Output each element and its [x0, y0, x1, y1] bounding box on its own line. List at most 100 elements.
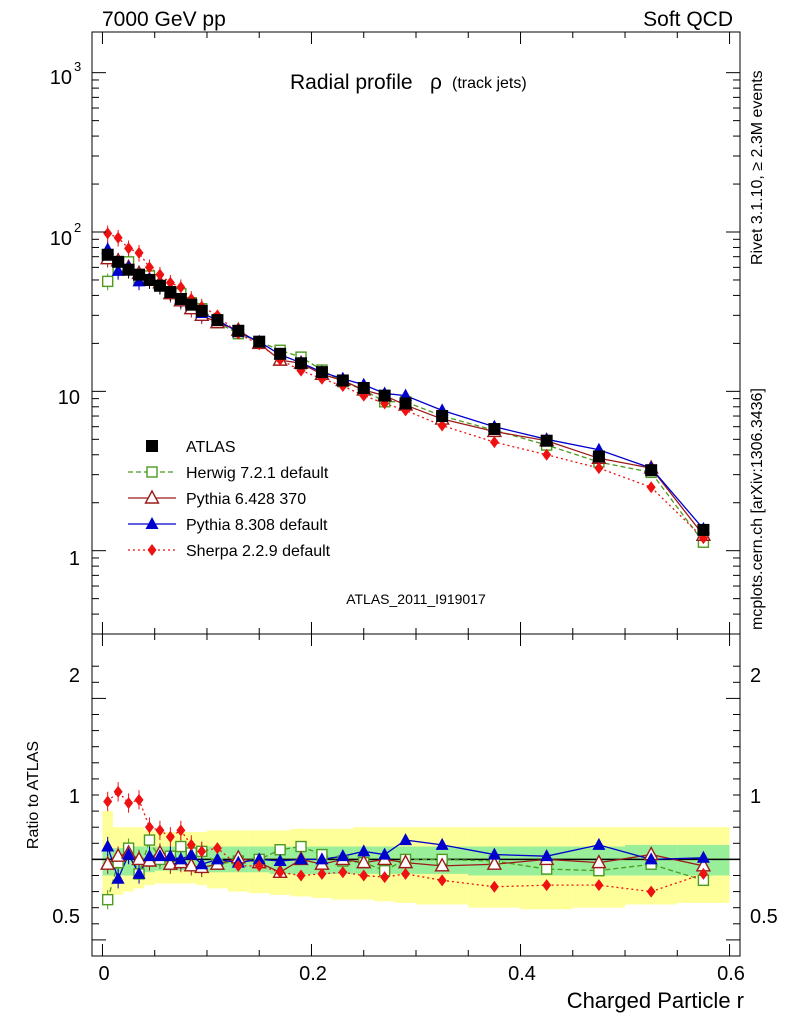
point-sherpa-2-2-9-default-3 [134, 246, 144, 259]
ratio-point-sherpa-2-2-9-default-25 [698, 867, 708, 880]
ratio-point-sherpa-2-2-9-default-2 [124, 797, 134, 810]
legend-label-sherpa: Sherpa 2.2.9 default [186, 543, 331, 560]
chart-title: Radial profile [290, 71, 413, 94]
point-sherpa-2-2-9-default-22 [542, 448, 552, 461]
ratio-point-herwig-7-2-1-default-4 [143, 834, 156, 846]
point-atlas-1 [112, 255, 125, 268]
x-axis-label: Charged Particle r [567, 988, 744, 1013]
ratio-point-pythia-8-308-default-16 [336, 849, 350, 862]
ratio-point-pythia-8-308-default-20 [435, 837, 449, 850]
ratio-point-pythia-8-308-default-7 [174, 852, 188, 865]
ratio-point-sherpa-2-2-9-default-7 [176, 824, 186, 837]
ratio-point-pythia-8-308-default-1 [111, 871, 125, 884]
y-tick-label-1000-exp: 3 [74, 59, 81, 74]
y-tick-label-100-exp: 2 [74, 220, 81, 235]
legend-label-pythia8: Pythia 8.308 default [186, 517, 328, 534]
legend-marker-sherpa-2-2-9-default [147, 544, 157, 556]
point-sherpa-2-2-9-default-21 [489, 436, 499, 449]
ratio-tick-label-1-right: 1 [750, 786, 761, 808]
legend-marker-pythia-8-308-default [145, 517, 159, 529]
ratio-point-pythia-8-308-default-6 [163, 849, 177, 862]
point-atlas-11 [232, 324, 245, 337]
ratio-point-sherpa-2-2-9-default-10 [212, 842, 222, 855]
ratio-point-sherpa-2-2-9-default-5 [155, 824, 165, 837]
point-sherpa-2-2-9-default-1 [113, 231, 123, 244]
ratio-point-pythia-8-308-default-0 [101, 839, 115, 852]
point-atlas-18 [378, 389, 391, 402]
ratio-tick-label-0.5-right: 0.5 [750, 906, 778, 928]
ratio-point-herwig-7-2-1-default-22 [540, 863, 553, 875]
ratio-point-pythia-6-428-370-8 [183, 857, 199, 872]
ratio-point-sherpa-2-2-9-default-4 [144, 821, 154, 834]
ratio-point-sherpa-2-2-9-default-20 [437, 874, 447, 887]
ratio-point-pythia-6-428-370-21 [486, 855, 503, 870]
point-sherpa-2-2-9-default-0 [103, 227, 113, 240]
ratio-point-pythia-8-308-default-3 [132, 866, 146, 879]
ratio-point-pythia-8-308-default-8 [184, 847, 198, 860]
point-atlas-16 [336, 374, 349, 387]
header-right: Soft QCD [643, 8, 733, 31]
legend-label-pythia6: Pythia 6.428 370 [186, 491, 306, 508]
ratio-point-pythia-8-308-default-24 [644, 852, 658, 865]
ratio-point-sherpa-2-2-9-default-8 [186, 838, 196, 851]
y-tick-label-10: 10 [58, 387, 80, 409]
point-sherpa-2-2-9-default-2 [124, 242, 134, 255]
ratio-point-pythia-8-308-default-15 [315, 852, 329, 865]
ratio-point-herwig-7-2-1-default-0 [101, 893, 114, 906]
point-sherpa-2-2-9-default-4 [144, 261, 154, 274]
ratio-point-sherpa-2-2-9-default-0 [103, 795, 113, 808]
ratio-point-pythia-8-308-default-9 [195, 857, 209, 870]
point-atlas-19 [399, 397, 412, 410]
legend-label-herwig: Herwig 7.2.1 default [186, 465, 329, 482]
ratio-point-pythia-8-308-default-4 [142, 849, 156, 862]
line-herwig-7-2-1-default [107, 260, 704, 543]
point-atlas-21 [488, 423, 501, 436]
point-atlas-7 [174, 292, 187, 305]
ratio-frame [91, 633, 741, 957]
ratio-point-pythia-8-308-default-5 [153, 849, 167, 862]
ratio-point-sherpa-2-2-9-default-23 [594, 879, 604, 892]
point-atlas-25 [697, 523, 710, 536]
ratio-point-pythia-6-428-370-0 [100, 855, 116, 870]
point-sherpa-2-2-9-default-6 [165, 276, 175, 289]
ratio-point-sherpa-2-2-9-default-14 [296, 869, 306, 882]
ratio-point-sherpa-2-2-9-default-21 [489, 880, 499, 893]
legend-marker-atlas [146, 440, 158, 452]
ratio-point-pythia-8-308-default-18 [378, 847, 392, 860]
ratio-point-pythia-6-428-370-19 [397, 854, 414, 869]
series-lines [107, 232, 704, 900]
point-sherpa-2-2-9-default-5 [155, 268, 165, 281]
x-tick-label-0.2: 0.2 [299, 963, 327, 985]
point-atlas-9 [195, 304, 208, 317]
ratio-point-pythia-6-428-370-23 [591, 854, 607, 869]
y-tick-label-1: 1 [69, 548, 80, 570]
ratio-tick-label-2-right: 2 [750, 665, 761, 687]
point-sherpa-2-2-9-default-7 [176, 281, 186, 294]
ratio-point-sherpa-2-2-9-default-12 [254, 859, 264, 872]
legend-label-atlas: ATLAS [186, 439, 236, 456]
data-markers [100, 227, 712, 906]
ratio-point-pythia-8-308-default-2 [122, 847, 136, 860]
ratio-point-pythia-8-308-default-25 [696, 850, 710, 863]
ratio-point-pythia-6-428-370-17 [356, 854, 372, 869]
point-atlas-0 [101, 248, 114, 261]
point-sherpa-2-2-9-default-20 [437, 419, 447, 432]
ratio-point-sherpa-2-2-9-default-15 [317, 867, 327, 880]
ratio-point-sherpa-2-2-9-default-22 [542, 879, 552, 892]
point-sherpa-2-2-9-default-24 [646, 481, 656, 494]
y-tick-label-100: 10 [50, 228, 72, 250]
point-atlas-24 [645, 464, 658, 477]
point-atlas-10 [211, 314, 224, 327]
ratio-point-herwig-7-2-1-default-7 [175, 840, 187, 853]
ratio-point-sherpa-2-2-9-default-3 [134, 793, 144, 806]
point-atlas-6 [164, 286, 177, 299]
ratio-point-sherpa-2-2-9-default-1 [113, 785, 123, 798]
ratio-point-pythia-8-308-default-23 [592, 837, 606, 850]
point-pythia-8-308-default-1 [111, 263, 125, 276]
point-atlas-15 [315, 366, 328, 379]
ratio-point-sherpa-2-2-9-default-11 [233, 859, 243, 872]
y-axis-label-ratio: Ratio to ATLAS [25, 741, 42, 849]
ratio-point-sherpa-2-2-9-default-16 [338, 866, 348, 879]
legend-marker-pythia-6-428-370 [144, 489, 160, 504]
